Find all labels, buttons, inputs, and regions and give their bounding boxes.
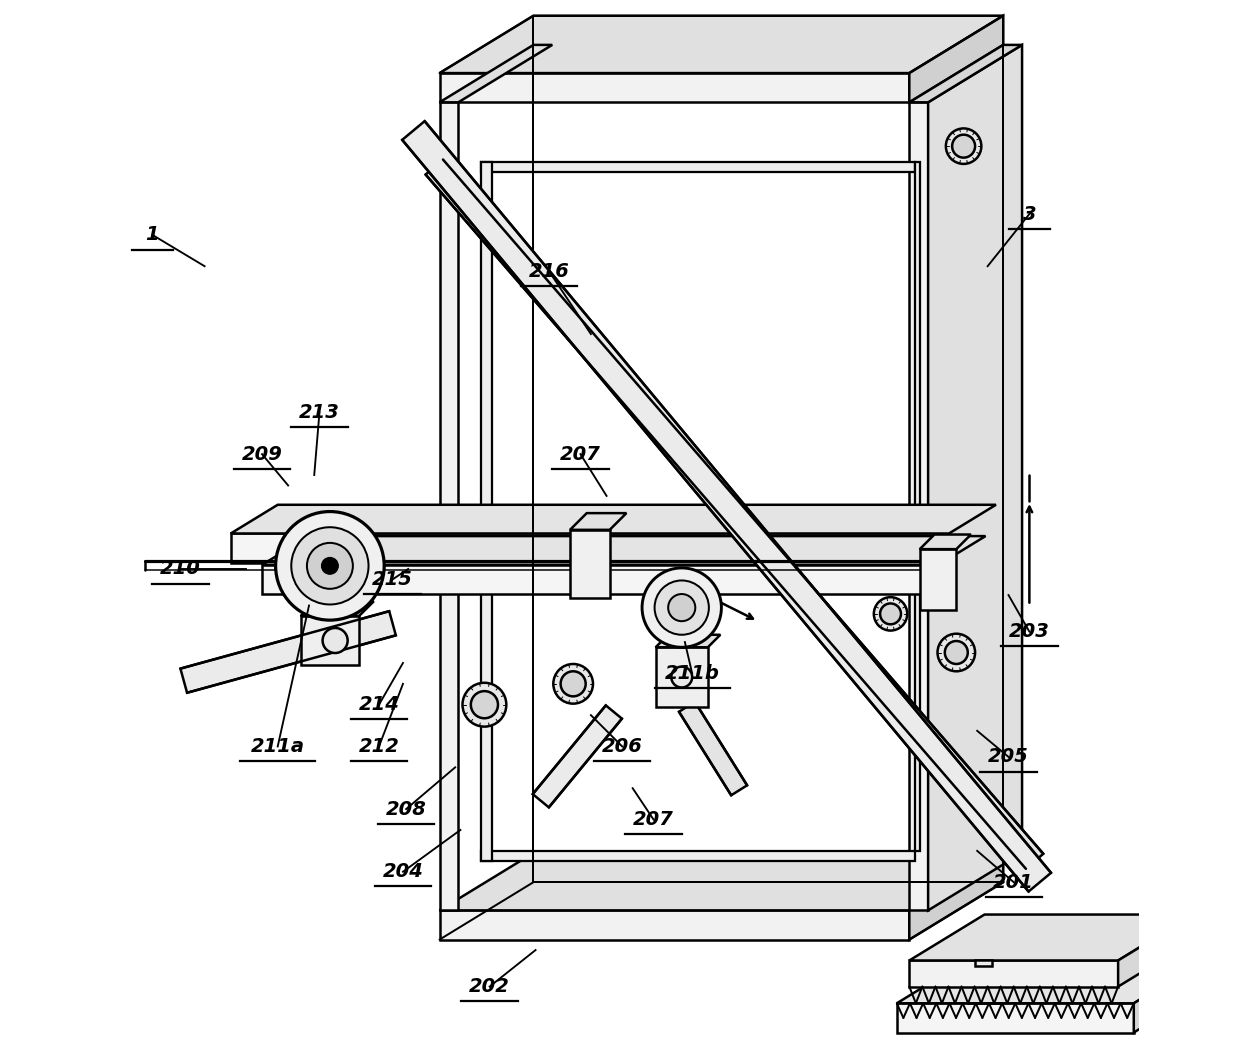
Polygon shape (439, 910, 909, 940)
Text: 202: 202 (469, 977, 510, 996)
Polygon shape (439, 853, 1003, 910)
Polygon shape (262, 565, 939, 594)
Polygon shape (180, 611, 396, 693)
Text: 207: 207 (560, 445, 601, 464)
Polygon shape (972, 940, 995, 966)
Polygon shape (301, 601, 374, 616)
Polygon shape (897, 946, 1228, 1003)
Polygon shape (231, 533, 949, 563)
Polygon shape (481, 162, 491, 861)
Polygon shape (655, 647, 708, 707)
Circle shape (880, 603, 901, 624)
Polygon shape (909, 102, 928, 910)
Polygon shape (909, 45, 1022, 102)
Polygon shape (897, 1003, 1134, 1033)
Polygon shape (426, 160, 1043, 869)
Polygon shape (919, 549, 956, 610)
Polygon shape (919, 535, 971, 549)
Circle shape (471, 691, 499, 718)
Text: 209: 209 (242, 445, 283, 464)
Polygon shape (231, 505, 996, 533)
Text: 206: 206 (602, 737, 643, 756)
Circle shape (642, 568, 722, 647)
Circle shape (945, 641, 967, 664)
Text: 205: 205 (988, 748, 1029, 766)
Text: 215: 215 (373, 570, 413, 589)
Polygon shape (909, 16, 1003, 102)
Polygon shape (481, 851, 914, 861)
Polygon shape (1134, 946, 1228, 1033)
Text: 201: 201 (993, 873, 1034, 892)
Polygon shape (570, 529, 610, 597)
Circle shape (671, 667, 692, 688)
Polygon shape (975, 960, 992, 966)
Text: 216: 216 (528, 262, 570, 281)
Text: 204: 204 (383, 862, 423, 881)
Circle shape (553, 664, 594, 704)
Circle shape (322, 557, 338, 574)
Circle shape (668, 594, 695, 621)
Circle shape (953, 135, 975, 158)
Polygon shape (570, 514, 627, 529)
Polygon shape (439, 16, 1003, 73)
Text: 211a: 211a (251, 737, 305, 756)
Polygon shape (439, 73, 909, 102)
Circle shape (654, 580, 708, 635)
Text: 214: 214 (359, 695, 400, 714)
Text: 207: 207 (633, 810, 674, 829)
Polygon shape (262, 537, 986, 565)
Polygon shape (914, 162, 919, 851)
Polygon shape (655, 635, 721, 647)
Text: 3: 3 (1023, 205, 1037, 223)
Polygon shape (909, 853, 1003, 940)
Polygon shape (481, 162, 914, 172)
Text: 210: 210 (160, 560, 201, 578)
Text: 213: 213 (299, 403, 339, 422)
Polygon shape (439, 45, 553, 102)
Polygon shape (402, 121, 1051, 892)
Text: 203: 203 (1009, 622, 1050, 641)
Polygon shape (928, 45, 1022, 910)
Polygon shape (995, 929, 1012, 966)
Polygon shape (909, 960, 1118, 987)
Circle shape (291, 527, 369, 604)
Text: 1: 1 (146, 226, 159, 244)
Text: 212: 212 (359, 737, 400, 756)
Circle shape (275, 512, 384, 620)
Polygon shape (679, 702, 747, 796)
Polygon shape (301, 616, 359, 665)
Text: 211b: 211b (665, 664, 719, 683)
Circle shape (945, 128, 981, 164)
Circle shape (307, 543, 353, 589)
Polygon shape (909, 915, 1193, 960)
Text: 208: 208 (386, 800, 427, 818)
Polygon shape (439, 102, 458, 910)
Circle shape (874, 597, 907, 631)
Circle shape (938, 634, 975, 671)
Circle shape (322, 627, 348, 654)
Polygon shape (533, 706, 622, 807)
Circle shape (560, 671, 586, 696)
Circle shape (463, 683, 506, 727)
Polygon shape (1118, 915, 1193, 987)
